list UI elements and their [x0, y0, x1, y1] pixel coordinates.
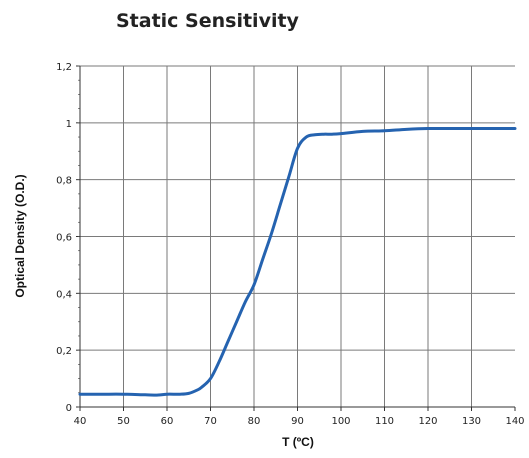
y-tick-label: 0,8	[56, 176, 72, 187]
y-axis-label: Optical Density (O.D.)	[13, 174, 27, 297]
x-tick-label: 70	[204, 416, 217, 427]
y-tick-label: 0,6	[56, 233, 72, 244]
x-tick-label: 140	[505, 416, 524, 427]
series-layer	[78, 126, 517, 397]
axes	[76, 65, 516, 411]
x-tick-label: 60	[161, 416, 174, 427]
x-tick-label: 90	[291, 416, 304, 427]
x-tick-label: 50	[117, 416, 130, 427]
y-tick-label: 0	[66, 403, 72, 414]
y-tick-label: 1,2	[56, 62, 72, 73]
x-tick-label: 120	[418, 416, 437, 427]
x-tick-label: 100	[331, 416, 350, 427]
y-tick-label: 0,2	[56, 346, 72, 357]
x-tick-label: 40	[74, 416, 87, 427]
y-tick-label: 1	[66, 119, 72, 130]
x-tick-label: 130	[462, 416, 481, 427]
grid	[80, 65, 515, 407]
chart-title: Static Sensitivity	[116, 10, 299, 32]
x-tick-label: 110	[375, 416, 394, 427]
series-line	[78, 126, 517, 397]
y-tick-label: 0,4	[56, 289, 72, 300]
x-axis-label: T (ºC)	[282, 435, 314, 449]
x-tick-label: 80	[248, 416, 261, 427]
tick-labels: 40 50 60 70 80 90 100 110 120 130 140 0 0,2 0,4 0,6 0,8…	[56, 62, 524, 427]
